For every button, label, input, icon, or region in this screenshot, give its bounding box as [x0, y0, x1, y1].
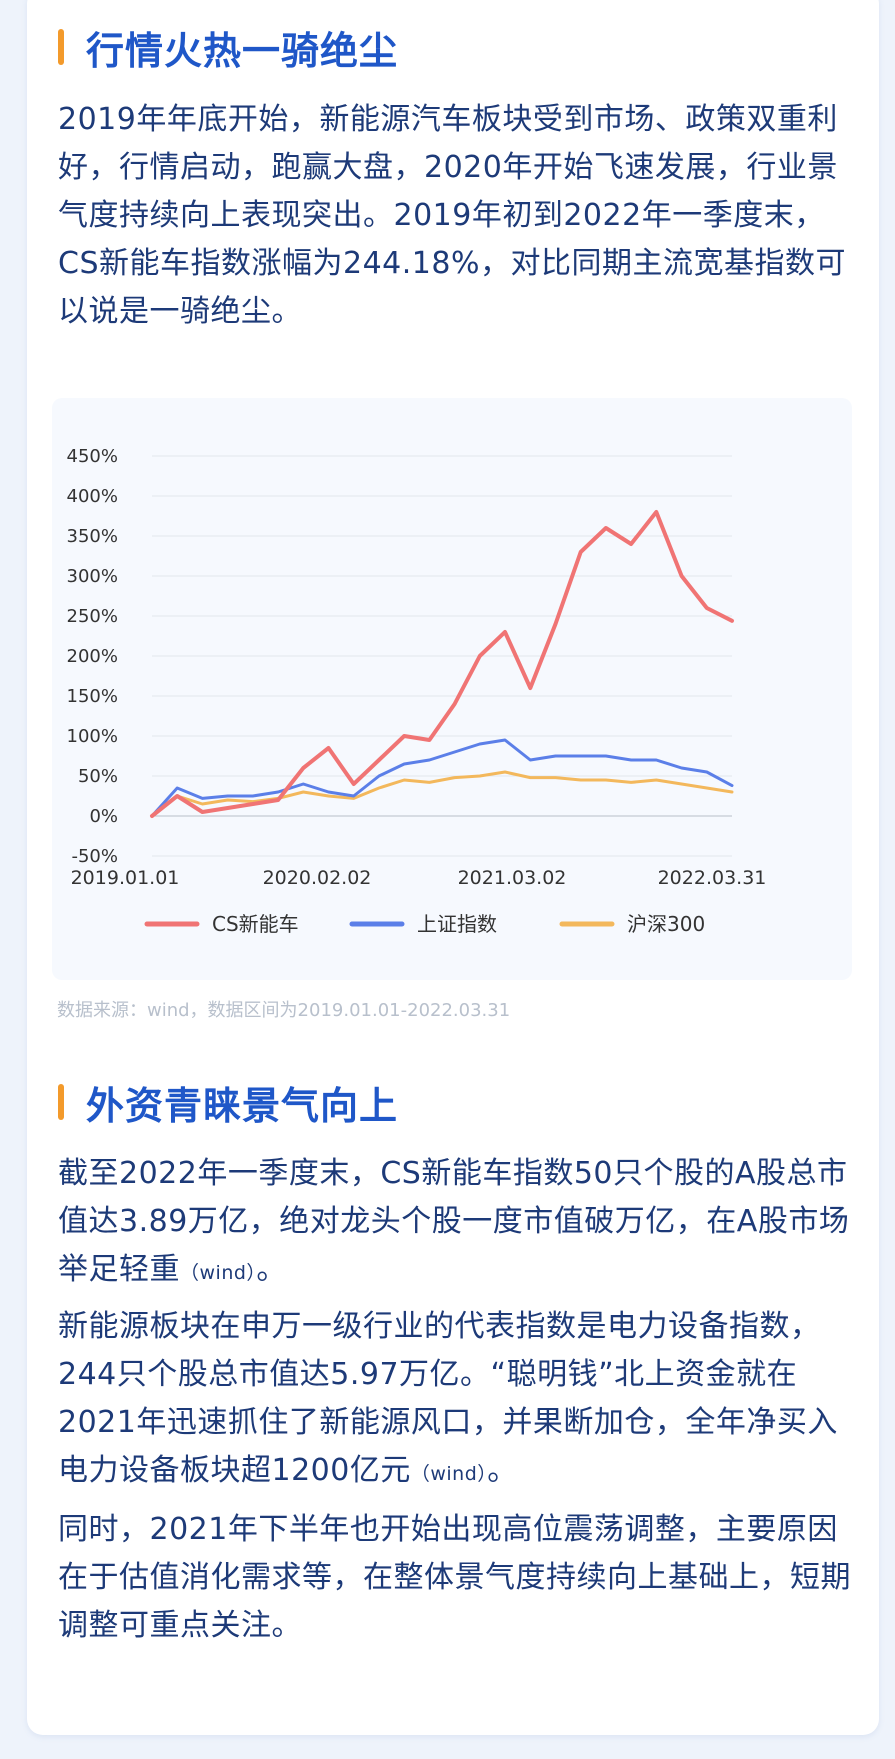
- source-tag: （wind）: [410, 1463, 488, 1485]
- heading-accent-bar-2: [58, 1084, 64, 1120]
- section-heading-2: 外资青睐景气向上: [58, 1078, 398, 1128]
- data-source-note: 数据来源：wind，数据区间为2019.01.01-2022.03.31: [57, 1000, 511, 1021]
- y-tick-label: 400%: [67, 486, 118, 507]
- y-tick-label: 300%: [67, 566, 118, 587]
- y-tick-label: 100%: [67, 726, 118, 747]
- heading-accent-bar: [58, 29, 64, 65]
- paragraph-text: 新能源板块在申万一级行业的代表指数是电力设备指数，244只个股总市值达5.97万…: [58, 1309, 838, 1488]
- paragraph-text: 截至2022年一季度末，CS新能车指数50只个股的A股总市值达3.89万亿，绝对…: [58, 1156, 850, 1287]
- source-tag: （wind）: [180, 1262, 257, 1284]
- y-tick-label: 150%: [67, 686, 118, 707]
- paragraph-northbound: 新能源板块在申万一级行业的代表指数是电力设备指数，244只个股总市值达5.97万…: [58, 1303, 858, 1498]
- series-line-2: [150, 738, 734, 818]
- y-tick-label: 450%: [67, 446, 118, 467]
- section-title-2: 外资青睐景气向上: [86, 1083, 399, 1128]
- paragraph-adjustment: 同时，2021年下半年也开始出现高位震荡调整，主要原因在于估值消化需求等，在整体…: [58, 1512, 851, 1643]
- y-tick-label: 350%: [67, 526, 118, 547]
- paragraph-end: 。: [487, 1453, 518, 1488]
- y-tick-label: 50%: [78, 766, 118, 787]
- series-line-1: [150, 510, 734, 818]
- paragraph-market-cap: 截至2022年一季度末，CS新能车指数50只个股的A股总市值达3.89万亿，绝对…: [58, 1150, 858, 1297]
- line-chart: 450% 400% 350% 300% 250% 200% 150% 100% 50% 0% -50…: [67, 446, 767, 936]
- x-tick-label: 2022.03.31: [658, 867, 767, 889]
- series-line-3: [150, 770, 734, 818]
- section-heading: 行情火热一骑绝尘: [58, 23, 398, 73]
- x-tick-label: 2021.03.02: [458, 867, 567, 889]
- legend-label: 沪深300: [627, 912, 705, 936]
- legend-label: CS新能车: [212, 912, 299, 936]
- y-tick-label: -50%: [71, 846, 118, 867]
- y-tick-label: 0%: [89, 806, 118, 827]
- paragraph-end: 。: [256, 1252, 287, 1287]
- y-tick-label: 250%: [67, 606, 118, 627]
- y-tick-label: 200%: [67, 646, 118, 667]
- legend-label: 上证指数: [417, 912, 497, 936]
- chart-container: 450% 400% 350% 300% 250% 200% 150% 100% 50% 0% -50…: [52, 398, 852, 980]
- x-tick-label: 2020.02.02: [263, 867, 372, 889]
- x-tick-label: 2019.01.01: [71, 867, 180, 889]
- intro-paragraph: 2019年年底开始，新能源汽车板块受到市场、政策双重利好，行情启动，跑赢大盘，2…: [58, 102, 846, 329]
- section-title: 行情火热一骑绝尘: [86, 28, 399, 73]
